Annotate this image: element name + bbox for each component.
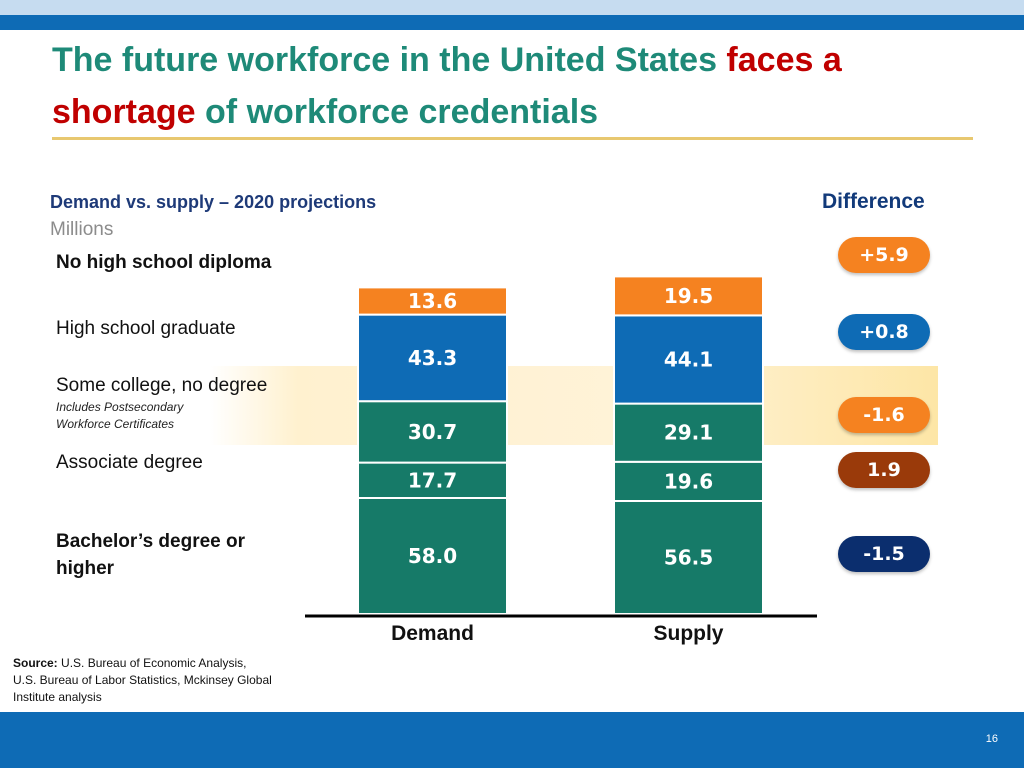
units-label: Millions bbox=[50, 219, 114, 240]
value-label-demand-hs-graduate: 43.3 bbox=[408, 346, 457, 370]
title-underline bbox=[52, 137, 973, 140]
value-label-demand-bachelors: 58.0 bbox=[408, 544, 457, 568]
bar-supply-hs-graduate bbox=[613, 314, 764, 405]
value-label-supply-associate: 19.6 bbox=[664, 469, 713, 493]
difference-badge-bachelors: -1.5 bbox=[838, 536, 930, 572]
row-label-no-diploma: No high school diploma bbox=[56, 252, 272, 273]
value-label-demand-associate: 17.7 bbox=[408, 468, 457, 492]
source-label: Source: bbox=[13, 656, 58, 670]
value-label-demand-some-college: 30.7 bbox=[408, 420, 457, 444]
title-part-1: The future workforce in the United State… bbox=[52, 41, 727, 79]
value-label-supply-no-diploma: 19.5 bbox=[664, 284, 713, 308]
bars-group: 58.0 17.7 30.7 43.3 13.6 56.5 19.6 29.1 44.1 19.5 bbox=[357, 275, 764, 615]
difference-badge-associate: 1.9 bbox=[838, 452, 930, 488]
difference-badge-some-college: -1.6 bbox=[838, 397, 930, 433]
bar-supply-no-diploma bbox=[613, 275, 764, 317]
source-note: Source: U.S. Bureau of Economic Analysis… bbox=[13, 655, 273, 706]
page-number: 16 bbox=[985, 733, 998, 745]
top-band-light bbox=[0, 0, 1024, 15]
row-label-hs-graduate: High school graduate bbox=[56, 318, 236, 339]
difference-header: Difference bbox=[822, 190, 925, 213]
source-text: U.S. Bureau of Economic Analysis, U.S. B… bbox=[13, 656, 272, 704]
category-labels: Demand Supply bbox=[391, 622, 724, 645]
highlight-band bbox=[210, 366, 938, 445]
bar-supply-associate bbox=[613, 460, 764, 502]
title-accent: faces a shortage bbox=[52, 41, 842, 131]
row-label-bachelors: Bachelor’s degree or higher bbox=[56, 531, 246, 579]
bar-supply-bachelors bbox=[613, 500, 764, 615]
slide-title: The future workforce in the United State… bbox=[52, 34, 952, 138]
category-label-demand: Demand bbox=[391, 622, 474, 645]
row-label-some-college: Some college, no degree bbox=[56, 375, 268, 396]
difference-badge-hs-graduate: +0.8 bbox=[838, 314, 930, 350]
value-label-supply-some-college: 29.1 bbox=[664, 421, 713, 445]
bar-demand-hs-graduate bbox=[357, 313, 508, 403]
difference-badge-no-diploma: +5.9 bbox=[838, 237, 930, 273]
top-band-dark bbox=[0, 15, 1024, 30]
chart-subtitle: Demand vs. supply – 2020 projections bbox=[50, 192, 377, 212]
value-label-supply-hs-graduate: 44.1 bbox=[664, 348, 713, 372]
value-label-demand-no-diploma: 13.6 bbox=[408, 289, 457, 313]
row-label-associate: Associate degree bbox=[56, 452, 203, 473]
row-note-some-college: Includes Postsecondary Workforce Certifi… bbox=[56, 400, 184, 431]
footer-bar bbox=[0, 712, 1024, 768]
title-part-2: of workforce credentials bbox=[195, 93, 599, 131]
category-label-supply: Supply bbox=[653, 622, 723, 645]
value-label-supply-bachelors: 56.5 bbox=[664, 546, 713, 570]
bar-demand-no-diploma bbox=[357, 286, 508, 316]
